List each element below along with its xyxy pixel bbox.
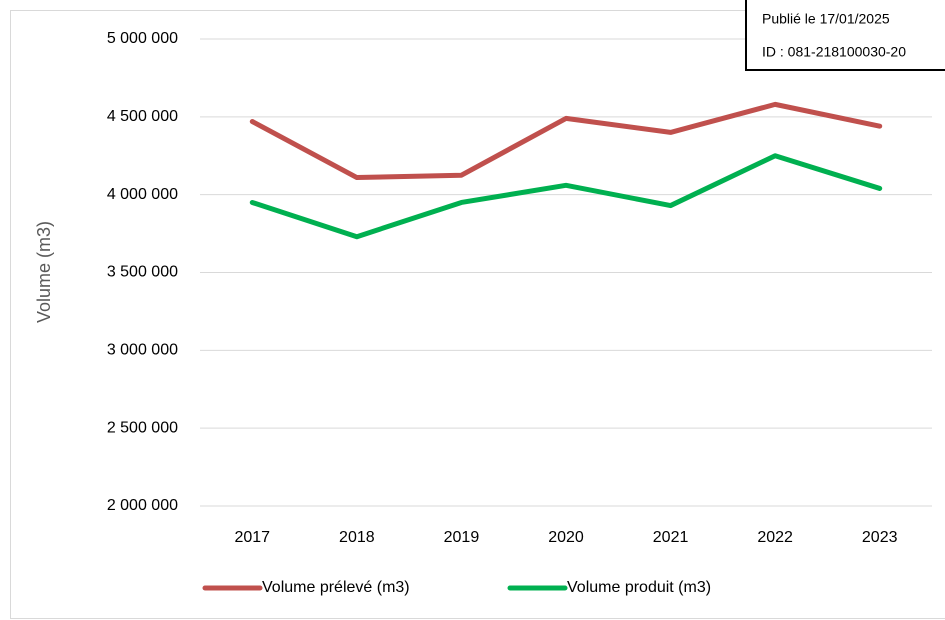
y-tick-label: 2 500 000	[107, 419, 178, 436]
chart-border	[10, 10, 945, 619]
x-tick-label: 2017	[234, 529, 270, 546]
y-tick-label: 4 500 000	[107, 108, 178, 125]
x-tick-label: 2019	[444, 529, 480, 546]
y-axis-label: Volume (m3)	[34, 221, 54, 323]
y-tick-label: 3 500 000	[107, 264, 178, 281]
legend-label: Volume produit (m3)	[567, 579, 711, 596]
stamp-published: Publié le 17/01/2025	[762, 11, 890, 27]
x-tick-label: 2020	[548, 529, 584, 546]
y-tick-label: 3 000 000	[107, 342, 178, 359]
x-tick-label: 2023	[862, 529, 898, 546]
stamp-id: ID : 081-218100030-20	[762, 44, 906, 60]
y-tick-label: 4 000 000	[107, 186, 178, 203]
stamp-box	[745, 0, 945, 71]
x-tick-label: 2022	[757, 529, 793, 546]
x-tick-label: 2021	[653, 529, 689, 546]
y-tick-label: 2 000 000	[107, 497, 178, 514]
y-tick-label: 5 000 000	[107, 30, 178, 47]
stamp: Publié le 17/01/2025 ID : 081-218100030-…	[745, 0, 945, 71]
data-line	[249, 101, 883, 181]
legend-label: Volume prélevé (m3)	[262, 579, 410, 596]
x-tick-label: 2018	[339, 529, 375, 546]
data-line	[249, 153, 883, 240]
